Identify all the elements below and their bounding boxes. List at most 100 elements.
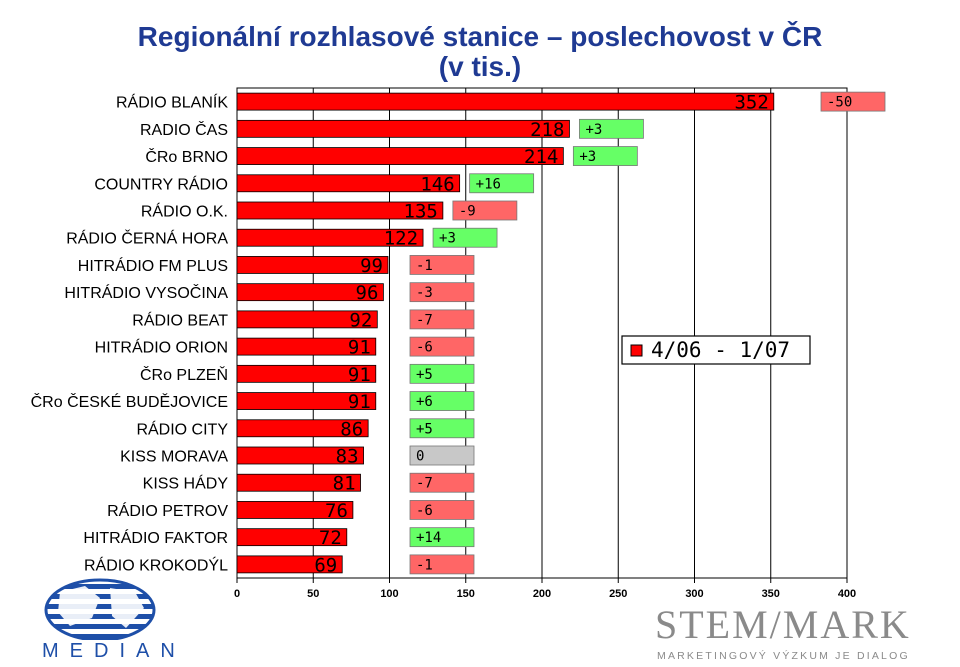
category-label: KISS MORAVA bbox=[120, 449, 228, 466]
bar-value-label: 92 bbox=[349, 309, 372, 331]
change-label: +3 bbox=[585, 122, 602, 138]
category-label: RADIO ČAS bbox=[140, 120, 228, 139]
category-label: RÁDIO CITY bbox=[136, 419, 228, 438]
change-box bbox=[409, 418, 475, 439]
x-tick-label: 250 bbox=[609, 588, 627, 600]
bar bbox=[236, 256, 389, 274]
median-logo-text: MEDIAN bbox=[42, 640, 186, 662]
stemmark-tagline: MARKETINGOVÝ VÝZKUM JE DIALOG bbox=[657, 650, 910, 662]
bar bbox=[236, 119, 570, 138]
change-label: +14 bbox=[416, 530, 441, 546]
bar bbox=[236, 555, 343, 574]
category-label: ČRo ČESKÉ BUDĚJOVICE bbox=[31, 392, 228, 411]
change-box bbox=[409, 527, 475, 548]
bar bbox=[236, 392, 377, 410]
x-tick-label: 350 bbox=[762, 588, 780, 600]
change-box bbox=[409, 472, 475, 493]
bar-value-label: 83 bbox=[336, 446, 359, 468]
bar bbox=[236, 147, 564, 165]
bar bbox=[236, 201, 444, 220]
bar bbox=[236, 337, 377, 356]
category-label: HITRÁDIO FAKTOR bbox=[83, 528, 228, 547]
change-label: -6 bbox=[416, 503, 433, 519]
change-box bbox=[432, 227, 498, 248]
bar-value-label: 81 bbox=[333, 473, 356, 495]
bar bbox=[236, 473, 361, 492]
bar-value-label: 91 bbox=[348, 391, 371, 413]
change-label: +16 bbox=[476, 176, 501, 192]
bar bbox=[236, 528, 348, 547]
bar-value-label: 76 bbox=[325, 500, 348, 522]
change-label: +5 bbox=[416, 367, 433, 383]
bar-value-label: 86 bbox=[340, 418, 363, 440]
bar-value-label: 135 bbox=[404, 201, 438, 223]
chart-subtitle: (v tis.) bbox=[438, 51, 522, 82]
category-label: COUNTRY RÁDIO bbox=[94, 174, 228, 193]
category-label: RÁDIO O.K. bbox=[141, 202, 228, 221]
bar-value-label: 352 bbox=[734, 92, 768, 114]
category-label: RÁDIO BLANÍK bbox=[116, 93, 228, 112]
change-box bbox=[409, 363, 475, 384]
category-label: KISS HÁDY bbox=[143, 474, 229, 493]
bar bbox=[236, 92, 775, 111]
bar bbox=[236, 364, 377, 383]
median-globe-icon bbox=[44, 578, 156, 642]
bar-value-label: 99 bbox=[360, 255, 383, 277]
change-box bbox=[409, 336, 475, 357]
change-label: -3 bbox=[416, 285, 433, 301]
change-box bbox=[409, 309, 475, 330]
change-label: -9 bbox=[459, 204, 476, 220]
bar-value-label: 91 bbox=[348, 364, 371, 386]
x-tick-label: 300 bbox=[685, 588, 703, 600]
change-label: +3 bbox=[579, 149, 596, 165]
bar-value-label: 96 bbox=[356, 282, 379, 304]
change-label: -50 bbox=[827, 95, 852, 111]
bar bbox=[236, 446, 364, 465]
bar-value-label: 72 bbox=[319, 527, 342, 549]
change-box bbox=[469, 173, 535, 194]
x-tick-label: 100 bbox=[380, 588, 398, 600]
change-label: +3 bbox=[439, 231, 456, 247]
change-box bbox=[409, 391, 475, 411]
category-label: RÁDIO BEAT bbox=[132, 310, 228, 329]
category-label: RÁDIO ČERNÁ HORA bbox=[66, 229, 228, 248]
change-box bbox=[409, 255, 475, 275]
change-box bbox=[409, 445, 475, 466]
bar-value-label: 214 bbox=[524, 146, 558, 168]
stemmark-logo-text: STEM/MARK bbox=[655, 602, 911, 647]
bar bbox=[236, 501, 354, 519]
x-tick-label: 0 bbox=[234, 588, 240, 600]
x-tick-label: 150 bbox=[457, 588, 475, 600]
legend-label: 4/06 - 1/07 bbox=[651, 338, 790, 362]
bar bbox=[236, 310, 378, 329]
x-tick-label: 50 bbox=[307, 588, 319, 600]
category-label: RÁDIO KROKODÝL bbox=[84, 555, 228, 574]
category-label: HITRÁDIO ORION bbox=[95, 338, 228, 357]
median-logo: MEDIAN bbox=[40, 578, 175, 663]
stemmark-logo: STEM/MARK MARKETINGOVÝ VÝZKUM JE DIALOG bbox=[655, 604, 955, 664]
change-label: 0 bbox=[416, 449, 424, 465]
change-box bbox=[579, 118, 644, 139]
bar bbox=[236, 228, 424, 247]
change-box bbox=[409, 500, 475, 520]
change-label: -7 bbox=[416, 312, 433, 328]
bar-value-label: 122 bbox=[384, 228, 418, 250]
change-label: +6 bbox=[416, 394, 433, 410]
change-label: -6 bbox=[416, 340, 433, 356]
x-tick-label: 400 bbox=[838, 588, 856, 600]
change-box bbox=[820, 91, 886, 112]
change-box bbox=[409, 282, 475, 303]
bar-value-label: 146 bbox=[420, 173, 454, 195]
category-label: RÁDIO PETROV bbox=[107, 501, 228, 520]
change-box bbox=[409, 554, 475, 575]
bar-value-label: 69 bbox=[314, 554, 337, 576]
bar bbox=[236, 419, 369, 438]
change-label: -1 bbox=[416, 557, 433, 573]
change-label: -1 bbox=[416, 258, 433, 274]
legend-swatch bbox=[630, 344, 643, 357]
legend-box bbox=[621, 335, 811, 365]
x-tick-label: 200 bbox=[533, 588, 551, 600]
change-label: -7 bbox=[416, 476, 433, 492]
bar-value-label: 218 bbox=[530, 119, 564, 141]
